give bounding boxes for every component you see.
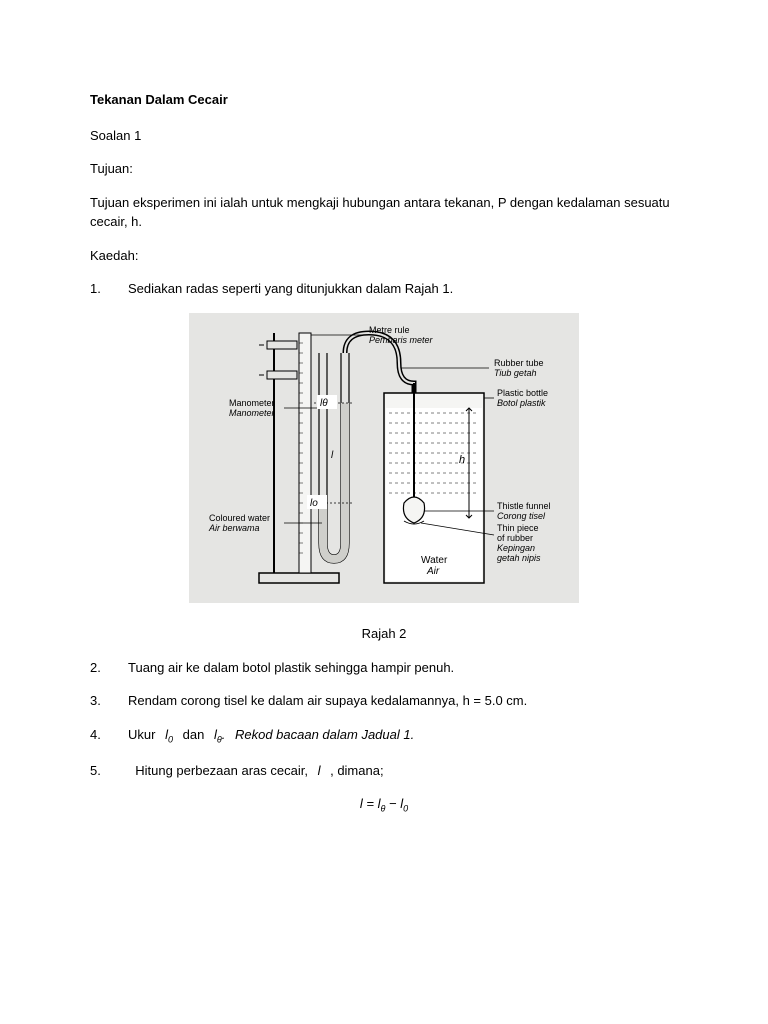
label-thistle-ms: Corong tisel [497,511,546,521]
step-3: 3. Rendam corong tisel ke dalam air supa… [90,691,678,711]
label-thin-ms: Kepingan [497,543,535,553]
step-4: 4. Ukur l0 dan lθ. Rekod bacaan dalam Ja… [90,725,678,747]
step-2-text: Tuang air ke dalam botol plastik sehingg… [128,658,678,678]
label-water-ms: Air [426,566,440,577]
step-4-l0: l0 [159,727,179,742]
label-h: h [459,454,465,466]
step-2-num: 2. [90,658,128,678]
label-manometer-en: Manometer [229,398,275,408]
figure-container: lθ l lo h M [90,313,678,609]
step-5-l: l [312,763,327,778]
apparatus-diagram: lθ l lo h M [189,313,579,603]
page-title: Tekanan Dalam Cecair [90,90,678,110]
label-rubber-tube-en: Rubber tube [494,358,544,368]
label-coloured-water-en: Coloured water [209,513,270,523]
step-4-post: Rekod bacaan dalam Jadual 1. [235,727,414,742]
label-thin-en: Thin piece [497,523,539,533]
label-plastic-bottle-ms: Botol plastik [497,398,546,408]
step-5: 5. Hitung perbezaan aras cecair, l , dim… [90,761,678,781]
label-thistle-en: Thistle funnel [497,501,551,511]
question-label: Soalan 1 [90,126,678,146]
tujuan-label: Tujuan: [90,159,678,179]
step-5-text: Hitung perbezaan aras cecair, l , dimana… [128,761,678,781]
step-4-mid: dan [183,727,205,742]
step-1-num: 1. [90,279,128,299]
label-water-en: Water [421,555,448,566]
kaedah-label: Kaedah: [90,246,678,266]
label-metre-rule-en: Metre rule [369,325,410,335]
label-plastic-bottle-en: Plastic bottle [497,388,548,398]
step-1: 1. Sediakan radas seperti yang ditunjukk… [90,279,678,299]
step-1-text: Sediakan radas seperti yang ditunjukkan … [128,279,678,299]
label-metre-rule-ms: Pembaris meter [369,335,434,345]
label-thin-en2: of rubber [497,533,533,543]
label-l-theta: lθ [320,398,328,409]
figure-caption: Rajah 2 [90,624,678,644]
step-5-post: , dimana; [330,763,383,778]
step-5-pre: Hitung perbezaan aras cecair, [135,763,308,778]
step-3-text: Rendam corong tisel ke dalam air supaya … [128,691,678,711]
step-4-num: 4. [90,725,128,747]
label-manometer-ms: Manometer [229,408,276,418]
label-coloured-water-ms: Air berwama [208,523,260,533]
label-thin-ms2: getah nipis [497,553,541,563]
step-4-text: Ukur l0 dan lθ. Rekod bacaan dalam Jadua… [128,725,678,747]
equation: l = lθ − l0 [90,794,678,816]
label-rubber-tube-ms: Tiub getah [494,368,536,378]
step-4-ltheta: lθ. [208,727,231,742]
step-4-pre: Ukur [128,727,155,742]
step-3-num: 3. [90,691,128,711]
label-l-zero: lo [310,498,318,509]
tujuan-text: Tujuan eksperimen ini ialah untuk mengka… [90,193,678,232]
step-2: 2. Tuang air ke dalam botol plastik sehi… [90,658,678,678]
step-5-num: 5. [90,761,128,781]
